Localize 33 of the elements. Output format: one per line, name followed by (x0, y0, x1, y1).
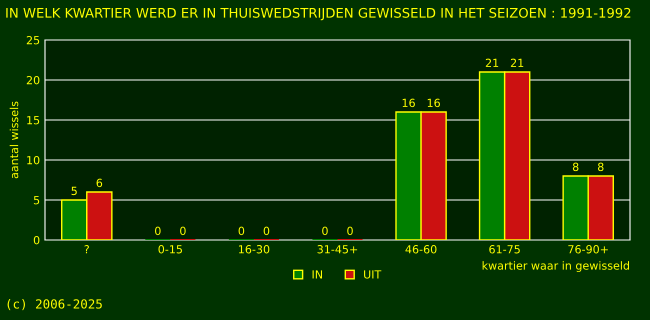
x-tick-label: 46-60 (405, 245, 436, 254)
data-label: 0 (155, 226, 161, 236)
x-tick-label: 31-45+ (318, 245, 358, 254)
chart-title: IN WELK KWARTIER WERD ER IN THUISWEDSTRIJDEN GEWISSELD IN HET SEIZOEN : 1991-1992 (6, 8, 630, 20)
legend-label: UIT (364, 270, 382, 279)
data-label: 0 (180, 226, 186, 236)
data-label: 0 (347, 226, 353, 236)
y-axis-title: aantal wissels (10, 102, 18, 178)
x-tick-label: ? (84, 245, 89, 254)
data-label: 16 (428, 98, 440, 108)
data-label: 5 (72, 186, 77, 196)
data-label: 6 (96, 178, 102, 188)
data-label: 21 (510, 58, 524, 67)
data-label: 8 (598, 162, 604, 172)
y-tick-label: 5 (34, 196, 40, 204)
y-tick-label: 25 (26, 36, 40, 44)
x-axis-title: kwartier waar in gewisseld (482, 261, 629, 272)
data-label: 16 (402, 98, 415, 108)
y-tick-label: 15 (27, 116, 40, 124)
data-label: 0 (322, 226, 328, 236)
text: (c) 2006-2025 (8, 299, 102, 310)
data-label: 0 (264, 226, 270, 236)
x-tick-label: 76-90+ (568, 245, 608, 254)
data-label: 0 (238, 226, 244, 236)
y-tick-label: 20 (26, 76, 40, 84)
x-tick-label: 61-75 (489, 245, 520, 254)
legend-label: IN (312, 270, 322, 278)
y-tick-label: 0 (34, 236, 40, 244)
y-tick-label: 10 (27, 156, 40, 164)
x-tick-label: 16-30 (239, 245, 270, 254)
data-label: 21 (486, 58, 498, 67)
x-tick-label: 0-15 (158, 245, 182, 254)
data-label: 8 (572, 162, 578, 172)
